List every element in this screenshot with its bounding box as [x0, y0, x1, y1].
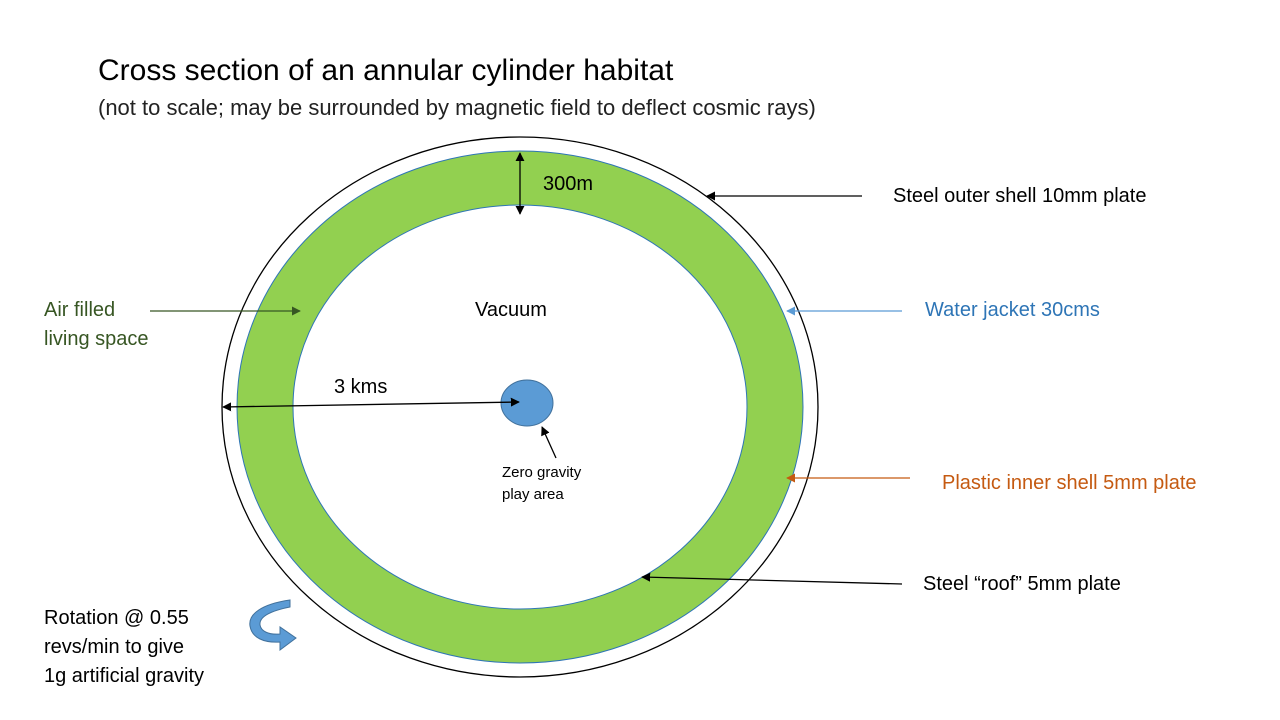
zero-gravity-line-2: play area: [502, 486, 564, 503]
rotation-line-1: Rotation @ 0.55: [44, 607, 189, 629]
zero-gravity-label: Zero gravity play area: [502, 462, 581, 506]
diagram-title: Cross section of an annular cylinder hab…: [98, 54, 674, 87]
plastic-inner-shell-label: Plastic inner shell 5mm plate: [942, 472, 1197, 494]
air-line-1: Air filled: [44, 299, 116, 321]
zero-gravity-area: [500, 379, 554, 427]
rotation-line-3: 1g artificial gravity: [44, 665, 205, 687]
water-jacket-label: Water jacket 30cms: [925, 299, 1100, 321]
zero-gravity-pointer: [541, 426, 557, 459]
rotation-arrow-icon: [249, 599, 297, 651]
vacuum-label: Vacuum: [475, 299, 547, 321]
radius-arrow: [222, 397, 520, 412]
zero-gravity-line-1: Zero gravity: [502, 464, 582, 481]
air-line-2: living space: [44, 328, 149, 350]
rotation-line-2: revs/min to give: [44, 636, 185, 658]
air-living-space-label: Air filled living space: [44, 296, 149, 354]
rotation-label: Rotation @ 0.55 revs/min to give 1g arti…: [44, 604, 204, 691]
steel-roof-label: Steel “roof” 5mm plate: [923, 573, 1121, 595]
thickness-label: 300m: [543, 173, 594, 195]
steel-roof-pointer: [641, 572, 903, 585]
radius-label: 3 kms: [334, 376, 388, 398]
diagram-subtitle: (not to scale; may be surrounded by magn…: [98, 95, 816, 120]
steel-outer-shell-label: Steel outer shell 10mm plate: [893, 185, 1147, 207]
